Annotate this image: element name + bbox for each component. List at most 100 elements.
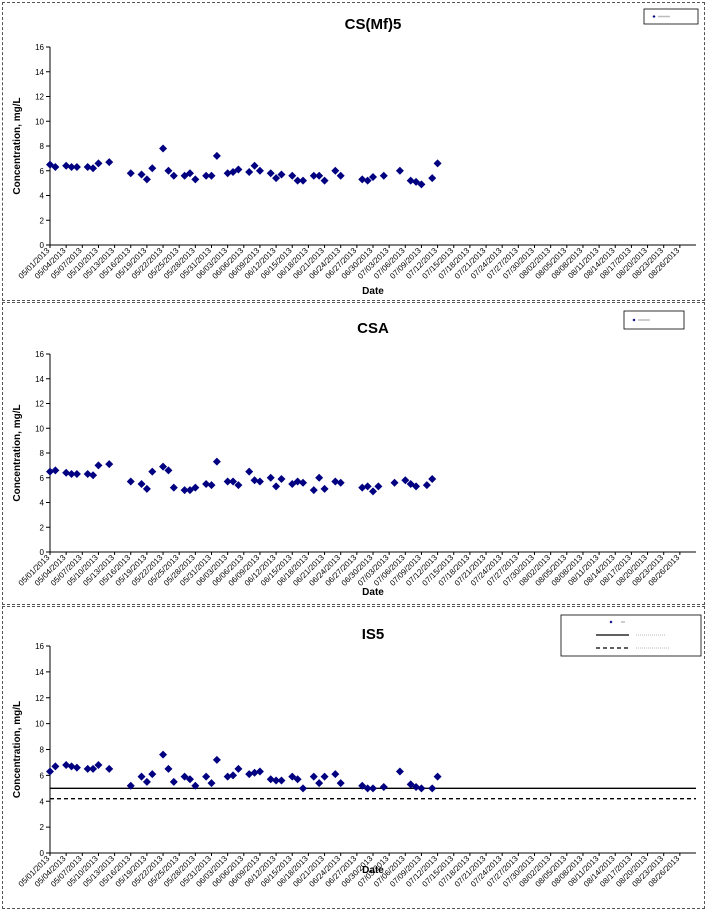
y-tick-label: 0	[40, 548, 45, 557]
data-point	[412, 783, 421, 792]
data-point	[223, 477, 232, 486]
data-point	[250, 476, 259, 485]
data-point	[277, 170, 286, 179]
data-point	[202, 479, 211, 488]
data-point	[83, 470, 92, 479]
data-point	[180, 486, 189, 495]
y-tick-label: 10	[35, 117, 44, 126]
data-point	[379, 171, 388, 180]
y-axis-label: Concentration, mg/L	[12, 701, 23, 798]
y-tick-label: 4	[40, 797, 45, 806]
data-point	[272, 482, 281, 491]
data-point	[336, 171, 345, 180]
chart-cs-mf5: CS(Mf)5024681012141605/01/201305/04/2013…	[12, 8, 699, 297]
data-point	[62, 761, 71, 770]
y-tick-label: 6	[40, 167, 45, 176]
data-point	[320, 484, 329, 493]
data-point	[142, 484, 151, 493]
data-point	[277, 474, 286, 483]
data-point	[320, 772, 329, 781]
data-point	[234, 165, 243, 174]
data-point	[212, 151, 221, 160]
data-point	[315, 473, 324, 482]
y-tick-label: 12	[35, 400, 44, 409]
legend-marker	[609, 620, 613, 624]
data-point	[94, 461, 103, 470]
y-tick-label: 8	[40, 142, 45, 151]
data-point	[46, 467, 54, 476]
data-point	[159, 750, 168, 759]
data-point	[395, 166, 404, 175]
y-axis-label: Concentration, mg/L	[12, 404, 23, 501]
data-point	[51, 762, 60, 771]
data-point	[72, 470, 81, 479]
y-tick-label: 14	[35, 375, 44, 384]
data-point	[223, 169, 232, 178]
data-point	[369, 172, 377, 181]
legend-marker	[632, 318, 636, 322]
data-point	[229, 477, 238, 486]
data-point	[299, 784, 308, 793]
data-point	[331, 770, 340, 779]
data-point	[126, 169, 135, 178]
data-point	[406, 176, 415, 185]
y-tick-label: 14	[35, 668, 44, 677]
data-point	[67, 470, 76, 479]
data-point	[126, 781, 135, 790]
data-point	[202, 772, 211, 781]
data-point	[159, 144, 168, 153]
y-tick-label: 16	[35, 43, 44, 52]
data-point	[164, 166, 173, 175]
data-point	[363, 784, 372, 793]
y-tick-label: 2	[40, 523, 45, 532]
data-point	[358, 175, 367, 184]
x-axis-label: Date	[362, 286, 384, 297]
data-point	[272, 174, 281, 183]
data-point	[67, 163, 76, 172]
data-point	[320, 176, 329, 185]
y-tick-label: 4	[40, 499, 45, 508]
data-point	[255, 477, 264, 486]
data-point	[148, 770, 157, 779]
y-tick-label: 14	[35, 68, 44, 77]
data-point	[137, 772, 146, 781]
y-tick-label: 8	[40, 449, 45, 458]
legend-box	[560, 614, 702, 657]
data-point	[148, 467, 157, 476]
data-point	[255, 166, 264, 175]
data-point	[207, 481, 216, 490]
data-point	[83, 163, 92, 172]
data-point	[185, 775, 194, 784]
data-point	[309, 171, 318, 180]
data-point	[406, 780, 415, 789]
data-point	[191, 175, 200, 184]
data-point	[395, 767, 404, 776]
data-point	[169, 171, 178, 180]
chart-panel-is5: IS5 0 2 4 6 8 10 12 14 16 05/01/2013 05/04/2013 05/0…	[2, 606, 705, 909]
data-point	[94, 159, 103, 168]
data-point	[315, 779, 324, 788]
data-point	[245, 167, 254, 176]
data-point	[89, 764, 98, 773]
data-point	[293, 775, 302, 784]
data-point	[288, 772, 297, 781]
data-point	[245, 770, 254, 779]
data-point	[266, 473, 275, 482]
data-point	[62, 161, 71, 170]
data-point	[191, 483, 200, 492]
data-point	[369, 784, 377, 793]
y-tick-label: 16	[35, 350, 44, 359]
y-tick-label: 12	[35, 694, 44, 703]
chart-title: CSA	[357, 320, 389, 337]
data-point	[229, 771, 238, 780]
data-point	[137, 170, 146, 179]
data-point	[94, 761, 103, 770]
data-point	[363, 176, 372, 185]
data-point	[299, 478, 308, 487]
data-point	[401, 476, 410, 485]
data-point	[336, 478, 345, 487]
data-point	[417, 784, 426, 793]
data-point	[207, 779, 216, 788]
data-point	[207, 171, 216, 180]
data-point	[250, 768, 259, 777]
